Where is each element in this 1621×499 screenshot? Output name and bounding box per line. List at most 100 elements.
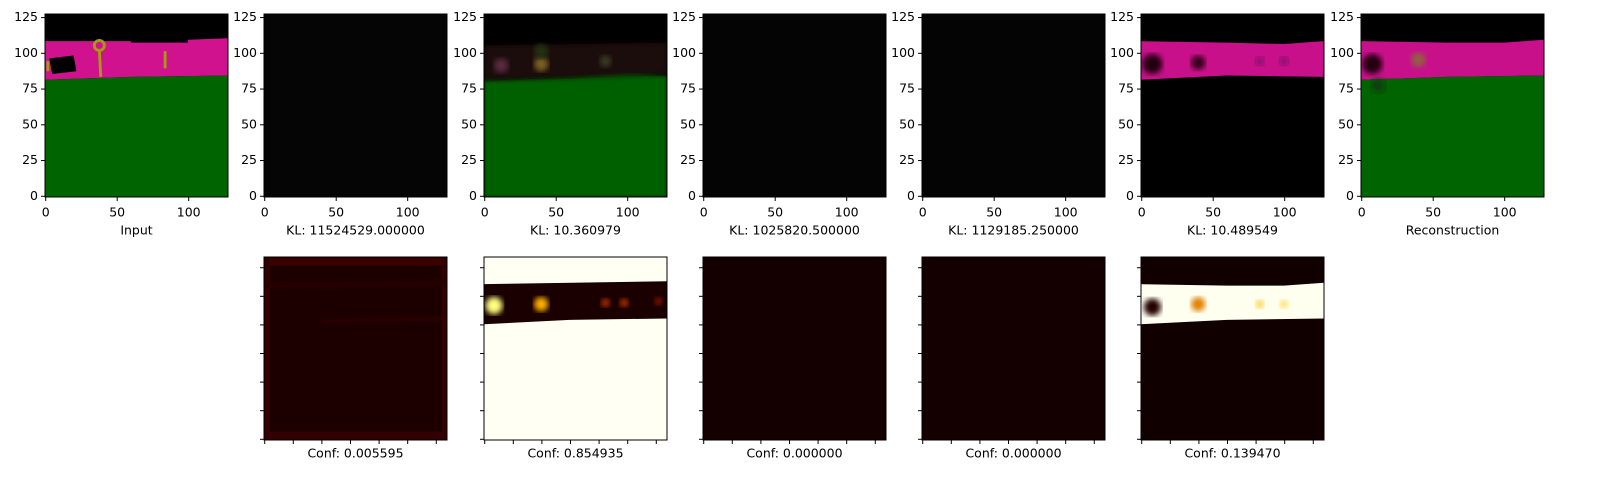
image-region [46,61,50,72]
y-tick-label: 75 [1338,81,1354,96]
x-tick-label: 50 [767,205,783,220]
image-region [441,257,447,440]
image-region [163,51,167,69]
panel: 0 50 100 0 25 50 75 100 125 KL: 11524529.000000 [233,9,448,238]
x-tick-label: 100 [1054,205,1078,220]
image [1141,257,1324,440]
y-tick-label: 125 [14,9,38,24]
image [484,14,667,197]
axes-frame [921,256,1106,441]
panel: Conf: 0.854935 [480,256,668,461]
x-tick-label: 50 [548,205,564,220]
x-tick-label: 100 [616,205,640,220]
axes-frame [702,256,887,441]
image-region [45,75,228,197]
image-region [1255,299,1264,309]
image-region [534,297,549,312]
image-region [484,72,667,197]
axes-frame [1360,13,1545,198]
y-tick-label: 125 [1330,9,1354,24]
image-region [1255,56,1264,66]
x-tick-label: 100 [177,205,201,220]
image-region [264,431,447,440]
image-region [97,49,103,77]
y-tick-label: 25 [461,152,477,167]
image-region [922,257,1105,440]
panel: Conf: 0.139470 [1137,256,1325,461]
image-region [619,298,629,308]
image-region [922,14,1105,197]
image-region [1361,39,1544,80]
x-tick-label: 0 [261,205,269,220]
image-region [534,44,549,59]
y-tick-label: 125 [1110,9,1134,24]
x-tick-label: 0 [1138,205,1146,220]
x-axis-label: Conf: 0.139470 [1184,446,1280,461]
image-region [484,42,667,80]
y-tick-label: 50 [241,116,257,131]
y-tick-label: 100 [891,45,915,60]
x-axis-label: Conf: 0.005595 [307,446,403,461]
image-region [703,257,886,440]
x-axis-label: Reconstruction [1406,223,1500,238]
x-axis-label: Conf: 0.000000 [965,446,1061,461]
panel: Conf: 0.000000 [918,256,1106,461]
y-tick-label: 25 [1338,152,1354,167]
axes-frame [483,13,668,198]
image [1361,14,1544,197]
panel: Conf: 0.000000 [699,256,887,461]
axes-frame [1140,256,1325,441]
y-tick-label: 100 [453,45,477,60]
image-region [264,14,447,197]
x-tick-label: 50 [328,205,344,220]
x-tick-label: 50 [1425,205,1441,220]
image-region [1142,54,1163,75]
image [922,14,1105,197]
image-region [484,281,667,325]
image-region [1279,299,1289,309]
image-region [264,257,447,266]
y-tick-label: 75 [461,81,477,96]
y-tick-label: 100 [1110,45,1134,60]
x-tick-label: 100 [1273,205,1297,220]
image-region [494,58,509,73]
y-tick-label: 50 [22,116,38,131]
x-axis-label: KL: 11524529.000000 [286,223,425,238]
panel: 0 50 100 0 25 50 75 100 125 KL: 10.489549 [1110,9,1325,238]
image [922,257,1105,440]
image-region [1191,297,1206,312]
image [484,257,667,440]
panel: 0 50 100 0 25 50 75 100 125 Input [14,9,229,238]
y-tick-label: 125 [233,9,257,24]
y-tick-label: 0 [688,188,696,203]
panel: Conf: 0.005595 [260,256,448,461]
image-region [1279,56,1289,66]
image-region [654,297,663,306]
image [703,257,886,440]
image-region [264,279,447,289]
axes-frame [44,13,229,198]
x-tick-label: 50 [986,205,1002,220]
y-tick-label: 0 [249,188,257,203]
image-region [1141,14,1324,197]
y-tick-label: 100 [1330,45,1354,60]
image-region [534,56,549,72]
axes-frame [921,13,1106,198]
image [703,14,886,197]
image-region [321,317,447,323]
x-axis-label: Input [120,223,152,238]
y-tick-label: 125 [672,9,696,24]
image [264,14,447,197]
image-region [1361,75,1544,197]
axes-frame [702,13,887,198]
x-axis-label: KL: 10.360979 [530,223,621,238]
image-region [1141,41,1324,80]
image-region [1191,55,1206,70]
image-region [1141,257,1324,440]
x-tick-label: 0 [919,205,927,220]
y-tick-label: 0 [907,188,915,203]
y-tick-label: 0 [30,188,38,203]
image-region [49,55,77,75]
y-tick-label: 50 [899,116,915,131]
